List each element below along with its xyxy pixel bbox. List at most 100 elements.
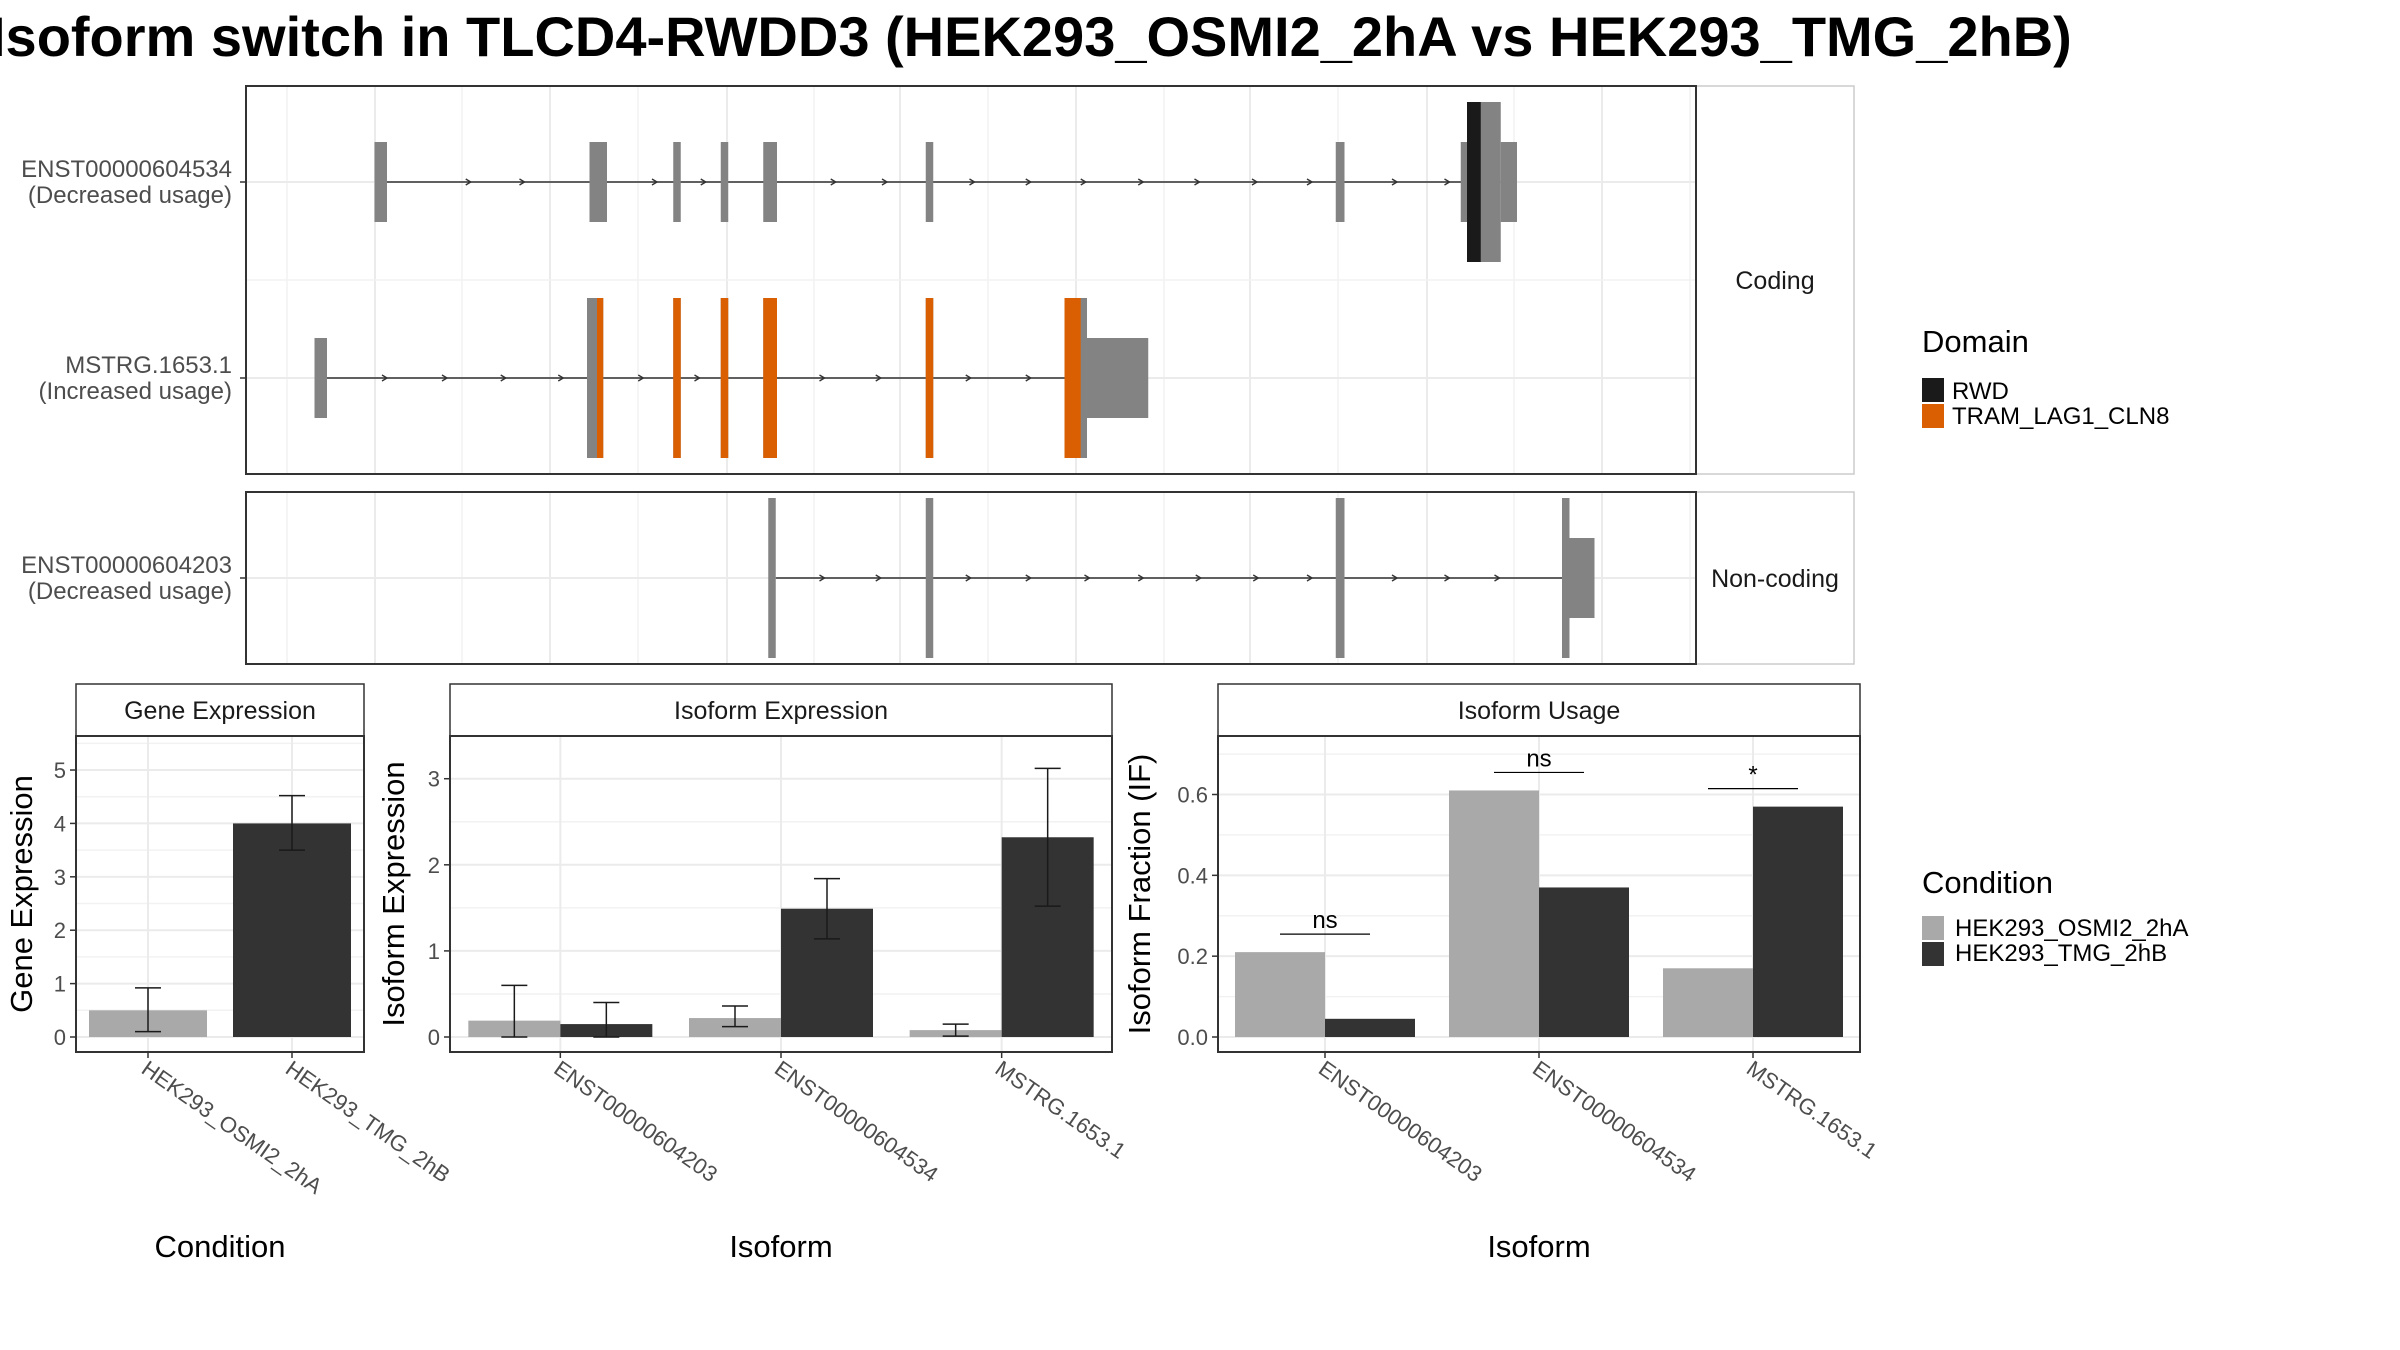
intron-arrow <box>441 374 449 382</box>
exon <box>1087 338 1149 418</box>
intron-arrow <box>1025 374 1033 382</box>
isoform-expression-panel: Isoform Expression 0 1 2 3 ENST00000604203 ENS… <box>376 683 1131 1264</box>
x-tick-label: MSTRG.1653.1 <box>1742 1056 1882 1164</box>
chart-title: Isoform switch in TLCD4-RWDD3 (HEK293_OS… <box>0 5 2072 68</box>
intron-arrow <box>651 178 659 186</box>
y-tick-label: 5 <box>54 758 66 783</box>
intron-arrow <box>1025 574 1033 582</box>
isoform-track: ENST00000604203(Decreased usage) <box>21 498 1595 658</box>
strip-label: Isoform Expression <box>674 697 888 725</box>
domain-tram_lag1_cln8 <box>925 298 934 458</box>
strip-background <box>1695 85 1855 475</box>
strip-label: Isoform Usage <box>1458 697 1621 725</box>
intron-arrow <box>1251 178 1259 186</box>
isoform-track: MSTRG.1653.1(Increased usage) <box>39 298 1149 458</box>
significance-label: ns <box>1526 745 1551 772</box>
strip-label-coding: Coding <box>1735 267 1814 295</box>
intron-arrow <box>1025 178 1033 186</box>
intron-arrow <box>875 574 883 582</box>
intron-arrow <box>819 574 826 582</box>
intron-arrow <box>465 178 473 186</box>
legend-swatch-tram <box>1922 404 1944 428</box>
intron-arrow <box>694 374 701 382</box>
domain-tram_lag1_cln8 <box>763 298 777 458</box>
panel-border <box>75 735 365 1053</box>
intron-arrow <box>875 374 883 382</box>
x-tick-label: ENST00000604534 <box>770 1056 943 1187</box>
intron-arrow <box>700 178 708 186</box>
intron-arrow <box>1391 178 1399 186</box>
exon <box>1569 538 1595 618</box>
x-tick-label: ENST00000604203 <box>549 1056 722 1187</box>
exon <box>925 142 934 222</box>
domain-tram_lag1_cln8 <box>597 298 604 458</box>
intron-arrow <box>1137 574 1145 582</box>
exon <box>673 142 681 222</box>
intron-arrow <box>519 178 526 186</box>
exon <box>720 142 729 222</box>
y-tick-label: 2 <box>428 853 440 878</box>
isoform-usage-label: (Decreased usage) <box>28 578 232 605</box>
isoform-label: ENST00000604203 <box>21 552 232 579</box>
intron-arrow <box>381 374 389 382</box>
bar-osmi <box>689 1018 781 1037</box>
y-tick-label: 0.0 <box>1177 1025 1208 1050</box>
domain-legend: Domain RWD TRAM_LAG1_CLN8 <box>1922 324 2169 430</box>
y-tick-label: 2 <box>54 918 66 943</box>
intron-arrow <box>965 574 973 582</box>
exon <box>925 498 934 658</box>
intron-arrow <box>1195 574 1203 582</box>
y-axis-title: Isoform Fraction (IF) <box>1122 754 1157 1035</box>
strip-background <box>1695 491 1855 665</box>
condition-legend-title: Condition <box>1922 865 2053 900</box>
legend-label-rwd: RWD <box>1952 378 2009 405</box>
y-tick-label: 1 <box>428 939 440 964</box>
y-tick-label: 0.4 <box>1177 863 1208 888</box>
intron-arrow <box>1494 574 1501 582</box>
y-tick-label: 0 <box>428 1025 440 1050</box>
exon <box>1562 498 1570 658</box>
isoform-usage-label: (Decreased usage) <box>28 182 232 209</box>
x-axis-title: Isoform <box>729 1229 832 1264</box>
y-tick-label: 0.6 <box>1177 783 1208 808</box>
y-tick-label: 4 <box>54 811 66 836</box>
bar <box>233 823 351 1037</box>
isoform-structure-panels: Coding ENST00000604534(Decreased usage) MS… <box>21 85 1855 665</box>
intron-arrow <box>1444 574 1451 582</box>
intron-arrow <box>1194 178 1201 186</box>
panel-border <box>245 85 1697 475</box>
structure-panel-coding: Coding ENST00000604534(Decreased usage) MS… <box>21 85 1855 475</box>
exon <box>763 142 777 222</box>
intron-arrow <box>1391 574 1399 582</box>
panel-border <box>449 735 1113 1053</box>
bar-osmi <box>1235 952 1325 1037</box>
y-axis-title: Gene Expression <box>4 775 39 1013</box>
domain-tram_lag1_cln8 <box>1064 298 1081 458</box>
significance-label: * <box>1748 762 1757 789</box>
panel-border <box>1217 735 1861 1053</box>
intron-arrow <box>637 374 645 382</box>
isoform-usage-panel: Isoform Usage 0.0 0.2 0.4 0.6 ENST00000604203… <box>1122 683 1882 1264</box>
intron-arrow <box>1444 178 1451 186</box>
exon <box>768 498 776 658</box>
x-tick-label: MSTRG.1653.1 <box>991 1056 1131 1164</box>
bar-tmg <box>1753 806 1843 1037</box>
y-tick-label: 1 <box>54 972 66 997</box>
domain-rwd <box>1467 102 1481 262</box>
x-tick-label: ENST00000604203 <box>1314 1056 1487 1187</box>
condition-legend: Condition HEK293_OSMI2_2hA HEK293_TMG_2h… <box>1922 865 2188 967</box>
exon <box>589 142 607 222</box>
isoform-track: ENST00000604534(Decreased usage) <box>21 102 1517 262</box>
legend-swatch-tmg <box>1922 942 1944 966</box>
strip-background <box>75 683 365 737</box>
y-axis-title: Isoform Expression <box>376 761 411 1026</box>
legend-label-osmi: HEK293_OSMI2_2hA <box>1955 915 2188 942</box>
bar-osmi <box>1449 790 1539 1037</box>
y-tick-label: 0 <box>54 1025 66 1050</box>
exon <box>1335 498 1345 658</box>
domain-legend-title: Domain <box>1922 324 2029 359</box>
legend-swatch-rwd <box>1922 378 1944 402</box>
intron-arrow <box>1080 178 1088 186</box>
isoform-label: MSTRG.1653.1 <box>65 352 232 379</box>
